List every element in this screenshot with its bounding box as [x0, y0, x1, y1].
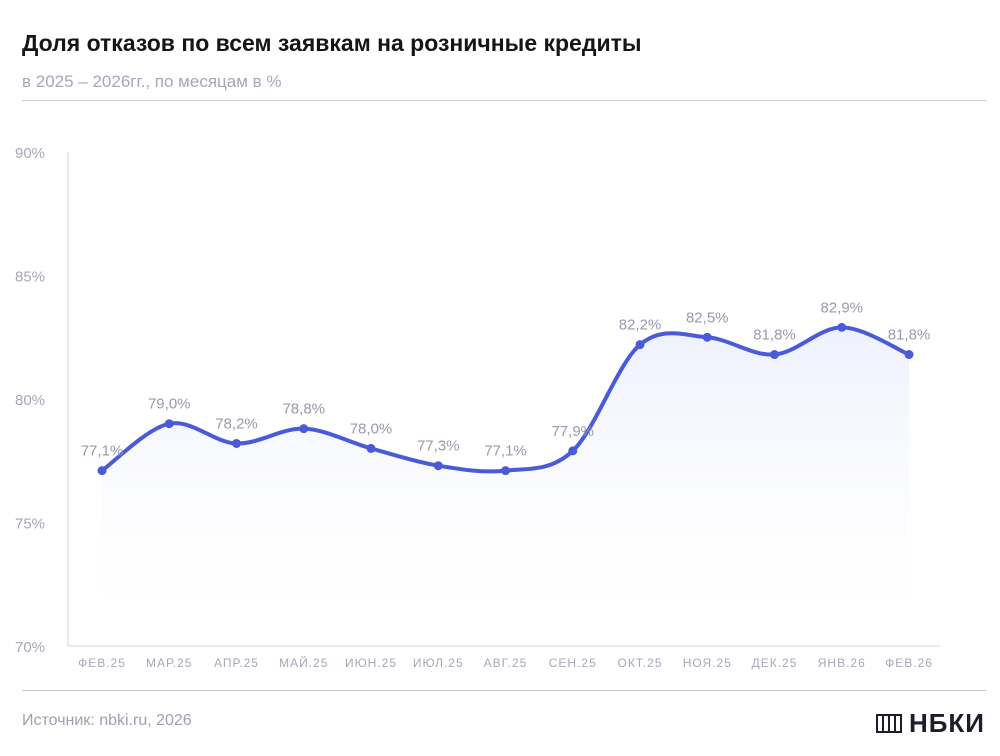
x-tick-label: МАР.25 [146, 656, 192, 670]
data-point [299, 424, 309, 434]
x-tick-label: ФЕВ.26 [885, 656, 933, 670]
header-divider [22, 100, 987, 101]
x-tick-label: ИЮН.25 [345, 656, 397, 670]
data-point [501, 466, 510, 476]
x-tick-label: АПР.25 [214, 656, 259, 670]
data-label: 82,5% [686, 309, 729, 326]
y-tick-label: 75% [15, 516, 45, 533]
data-label: 78,8% [282, 401, 325, 418]
data-point [904, 350, 914, 360]
data-point [433, 461, 443, 471]
y-axis-labels: 70% 75% 80% 85% 90% [15, 145, 45, 656]
x-axis-labels: ФЕВ.25 МАР.25 АПР.25 МАЙ.25 ИЮН.25 ИЮЛ.25 АВГ.… [78, 655, 933, 670]
footer-divider [22, 690, 987, 691]
data-point [837, 322, 847, 332]
x-tick-label: ДЕК.25 [752, 656, 798, 670]
logo-text: НБКИ [908, 707, 985, 738]
x-tick-label: ФЕВ.25 [78, 656, 126, 670]
x-tick-label: НОЯ.25 [683, 656, 732, 670]
chart-title: Доля отказов по всем заявкам на розничны… [22, 30, 642, 56]
data-label: 82,9% [820, 299, 863, 316]
data-point [164, 419, 174, 429]
data-label: 77,9% [551, 423, 594, 440]
series-area-fill [102, 327, 909, 646]
books-icon [875, 714, 902, 733]
source-note: Источник: nbki.ru, 2026 [22, 712, 192, 729]
data-point [232, 438, 241, 448]
y-tick-label: 85% [15, 269, 45, 286]
data-label: 78,0% [350, 420, 393, 437]
x-tick-label: АВГ.25 [484, 656, 528, 670]
x-tick-label: СЕН.25 [549, 656, 597, 670]
data-point [568, 446, 578, 456]
data-label: 79,0% [148, 396, 191, 413]
data-label: 82,2% [619, 317, 662, 334]
x-tick-label: ЯНВ.26 [818, 656, 866, 670]
y-tick-label: 70% [15, 639, 45, 656]
x-tick-label: ОКТ.25 [617, 656, 662, 670]
data-point [702, 332, 712, 342]
y-tick-label: 90% [15, 145, 45, 162]
data-label: 77,3% [417, 438, 460, 455]
data-point [635, 340, 645, 350]
data-label: 77,1% [484, 443, 527, 460]
data-label: 81,8% [888, 327, 931, 344]
data-points [97, 322, 914, 476]
data-point [770, 350, 779, 360]
data-label: 81,8% [753, 327, 796, 344]
x-tick-label: ИЮЛ.25 [413, 656, 464, 670]
x-tick-label: МАЙ.25 [279, 655, 328, 670]
data-point [97, 466, 107, 476]
data-labels: 77,1% 79,0% 78,2% 78,8% 78,0% 77,3% 77,1% 77,9%… [81, 299, 931, 459]
chart-subtitle: в 2025 – 2026гг., по месяцам в % [22, 72, 282, 91]
data-label: 77,1% [81, 443, 124, 460]
y-tick-label: 80% [15, 392, 45, 409]
data-point [366, 443, 376, 453]
nbki-logo: НБКИ [875, 707, 985, 739]
data-label: 78,2% [215, 415, 258, 432]
